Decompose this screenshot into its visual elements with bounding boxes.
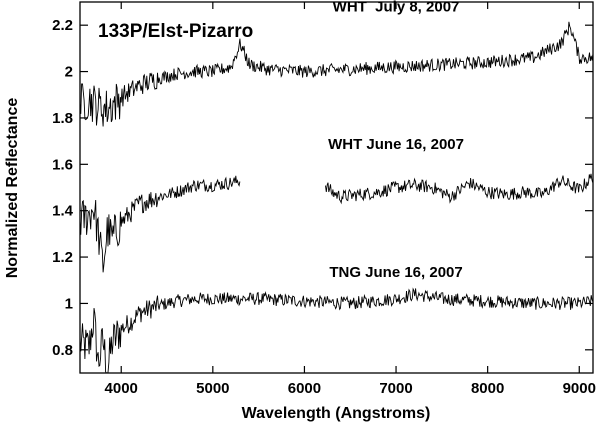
x-axis-title: Wavelength (Angstroms) [242,405,431,422]
y-tick-label: 1.2 [52,249,73,266]
axis-ticks: 4000 5000 6000 7000 8000 9000 0.8 1 1.2 1.4 1.6 1.8… [52,2,596,397]
series-lines [79,21,594,374]
x-tick-label: 8000 [471,380,504,397]
plot-frame [79,1,594,374]
y-tick-label: 2.2 [52,17,73,34]
chart-title: 133P/Elst-Pizarro [98,21,253,42]
x-tick-label: 6000 [288,380,321,397]
y-tick-label: 1.4 [52,203,74,220]
x-tick-label: 7000 [379,380,412,397]
series-labels: TNG June 16, 2007 WHT June 16, 2007 WHT Ju… [328,0,464,281]
series-label-3: WHT July 8, 2007 [333,0,460,15]
y-tick-label: 1.6 [52,156,73,173]
spectrum-line-2-segment-1 [79,175,241,273]
series-label-1: TNG June 16, 2007 [329,264,462,281]
x-tick-label: 9000 [563,380,596,397]
x-tick-label: 5000 [196,380,229,397]
x-tick-label: 4000 [105,380,138,397]
y-tick-label: 0.8 [52,342,73,359]
series-label-2: WHT June 16, 2007 [328,136,464,153]
spectrum-line-2-segment-2 [325,173,594,205]
y-tick-label: 1.8 [52,110,73,127]
y-axis-title: Normalized Reflectance [4,98,21,279]
y-tick-label: 1 [65,295,73,312]
spectrum-line-3-segment-1 [79,21,594,127]
y-tick-label: 2 [65,64,73,81]
spectrum-line-1-segment-1 [79,287,594,374]
